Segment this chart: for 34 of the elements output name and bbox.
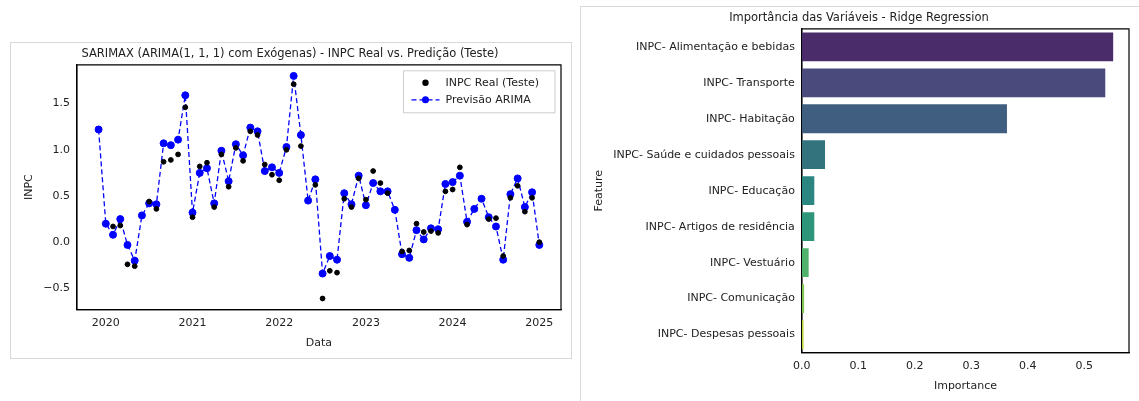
- y-tick-label: INPC- Transporte: [703, 75, 796, 89]
- y-tick-label: 0.5: [52, 188, 70, 202]
- legend-label: INPC Real (Teste): [445, 75, 540, 89]
- y-axis-title: INPC: [22, 173, 36, 201]
- y-tick-label: −0.5: [43, 281, 70, 295]
- y-tick-label: 1.5: [52, 96, 70, 110]
- x-axis-title: Data: [305, 336, 333, 350]
- y-tick-label: INPC- Comunicação: [687, 291, 796, 305]
- x-tick-label: 2025: [525, 316, 554, 330]
- y-tick-label: INPC- Saúde e cuidados pessoais: [613, 147, 796, 161]
- y-tick-label: INPC- Vestuário: [710, 255, 796, 269]
- y-axis-title: Feature: [592, 169, 606, 212]
- x-tick-label: 0.2: [906, 359, 924, 373]
- y-tick-label: INPC- Artigos de residência: [645, 219, 795, 233]
- x-tick-label: 0.0: [793, 359, 811, 373]
- x-tick-label: 0.1: [849, 359, 868, 373]
- chart-title: Importância das Variáveis - Ridge Regression: [729, 9, 989, 24]
- x-tick-label: 0.5: [1075, 359, 1094, 373]
- y-tick-label: 1.0: [52, 142, 70, 156]
- legend-label: Previsão ARIMA: [445, 92, 532, 106]
- y-tick-label: INPC- Habitação: [705, 111, 796, 125]
- x-tick-label: 2021: [178, 316, 207, 330]
- chart-title: SARIMAX (ARIMA(1, 1, 1) com Exógenas) - INPC Real vs. Predição (Teste): [81, 45, 499, 60]
- y-tick-label: 0.0: [52, 235, 70, 249]
- y-tick-label: INPC- Despesas pessoais: [657, 327, 796, 341]
- x-tick-label: 0.3: [962, 359, 981, 373]
- x-tick-label: 2020: [91, 316, 120, 330]
- x-tick-label: 2023: [351, 316, 380, 330]
- x-tick-label: 2022: [265, 316, 294, 330]
- y-tick-label: INPC- Alimentação e bebidas: [635, 39, 796, 53]
- x-axis-title: Importance: [933, 379, 998, 393]
- y-tick-label: INPC- Educação: [708, 183, 796, 197]
- x-tick-label: 0.4: [1019, 359, 1037, 373]
- x-tick-label: 2024: [438, 316, 467, 330]
